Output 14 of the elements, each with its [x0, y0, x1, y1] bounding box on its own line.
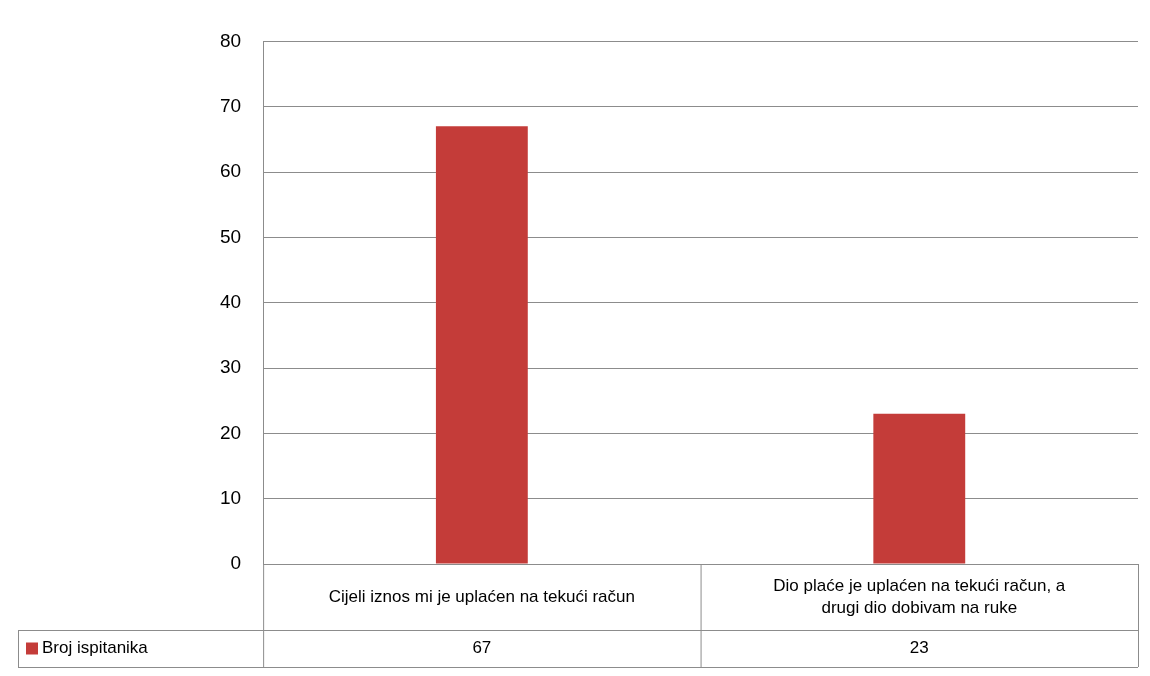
y-tick-label: 70: [219, 94, 242, 116]
x-tick-label: Dio plaće je uplaćen na tekući račun, a drugi dio dobivam na ruke: [773, 575, 1066, 617]
y-tick-label: 50: [219, 225, 242, 247]
y-tick-label: 60: [219, 160, 242, 182]
y-tick-label: 80: [219, 29, 242, 51]
data-label: 23: [909, 638, 929, 658]
x-tick-label: Cijeli iznos mi je uplaćen na tekući račun: [328, 586, 635, 606]
legend-label: Broj ispitanika: [42, 638, 149, 658]
y-tick-label: 0: [230, 552, 242, 574]
y-tick-label: 20: [219, 421, 242, 443]
y-tick-label: 10: [219, 486, 242, 508]
data-label: 67: [472, 638, 492, 658]
y-tick-label: 40: [219, 290, 242, 312]
y-tick-label: 30: [219, 356, 242, 378]
